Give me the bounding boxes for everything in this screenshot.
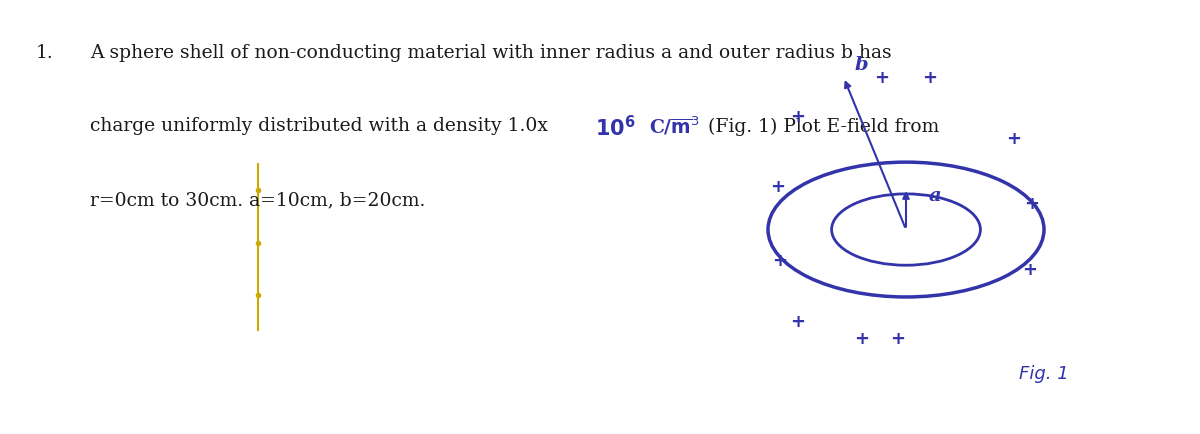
- Text: charge uniformly distributed with a density 1.0x: charge uniformly distributed with a dens…: [90, 117, 548, 135]
- Text: +: +: [1007, 130, 1021, 148]
- Text: 1.: 1.: [36, 43, 54, 61]
- Text: r=0cm to 30cm. a=10cm, b=20cm.: r=0cm to 30cm. a=10cm, b=20cm.: [90, 191, 425, 209]
- Text: +: +: [1022, 260, 1037, 278]
- Text: +: +: [923, 69, 937, 87]
- Text: Fig. 1: Fig. 1: [1019, 364, 1069, 382]
- Text: a: a: [929, 186, 942, 204]
- Text: +: +: [791, 312, 805, 330]
- Text: b: b: [854, 56, 869, 74]
- Text: +: +: [791, 108, 805, 126]
- Text: (Fig. 1) Plot E-field from: (Fig. 1) Plot E-field from: [708, 117, 940, 135]
- Text: +: +: [770, 178, 785, 196]
- Text: +: +: [854, 329, 869, 348]
- Text: $\mathbf{10^6}$: $\mathbf{10^6}$: [595, 115, 636, 140]
- Text: C/$\mathbf{\overline{m}}^3$: C/$\mathbf{\overline{m}}^3$: [649, 115, 700, 138]
- Text: +: +: [875, 69, 889, 87]
- Text: A sphere shell of non-conducting material with inner radius a and outer radius b: A sphere shell of non-conducting materia…: [90, 43, 892, 61]
- Text: +: +: [890, 329, 905, 348]
- Text: +: +: [1025, 195, 1039, 213]
- Text: +: +: [773, 251, 787, 270]
